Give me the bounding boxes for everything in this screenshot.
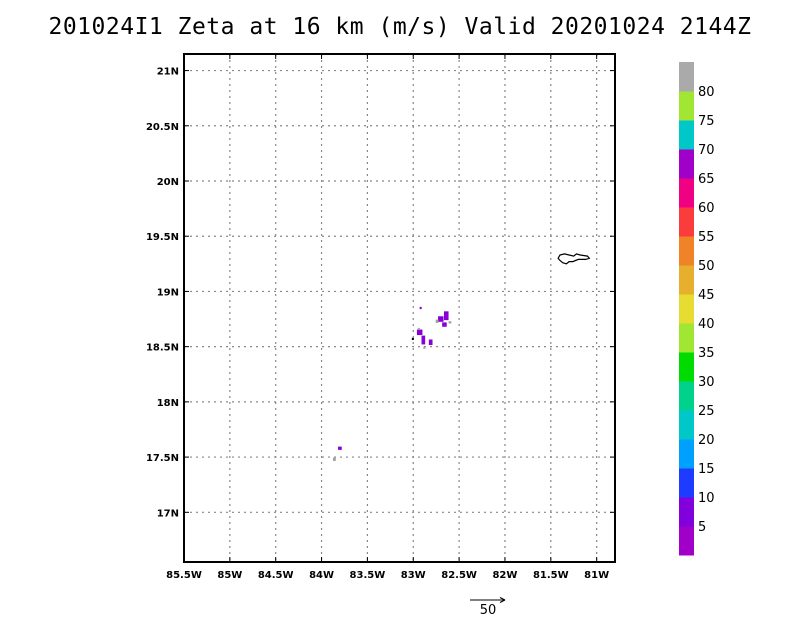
colorbar-segment — [679, 497, 694, 527]
lat-tick-label: 20N — [157, 177, 179, 188]
wind-patch — [419, 306, 422, 310]
lat-tick-label: 19.5N — [146, 232, 179, 243]
lat-tick-label: 19N — [157, 287, 179, 298]
colorbar: 5 10 15 20 25 30 35 40 45 50 55 60 65 70 75 80 — [679, 62, 715, 556]
colorbar-label: 50 — [698, 259, 715, 274]
wind-field — [333, 306, 452, 461]
lon-tick-label: 85W — [217, 570, 242, 581]
lon-tick-label: 84W — [309, 570, 334, 581]
colorbar-label: 5 — [698, 520, 706, 535]
colorbar-segment — [679, 265, 694, 295]
wind-patch — [416, 329, 423, 336]
map-frame — [183, 53, 616, 563]
colorbar-segment — [679, 149, 694, 179]
wind-patch — [338, 446, 342, 450]
lat-tick-label: 20.5N — [146, 122, 179, 133]
wind-patch — [423, 346, 426, 349]
colorbar-label: 75 — [698, 114, 715, 129]
wind-patch — [443, 311, 449, 321]
colorbar-label: 30 — [698, 375, 715, 390]
vector-key: 50 — [470, 597, 506, 618]
colorbar-label: 20 — [698, 433, 715, 448]
lat-axis: 17N 17.5N 18N 18.5N 19N 19.5N 20N 20.5N 21N — [146, 67, 615, 519]
lon-tick-label: 82.5W — [441, 570, 477, 581]
colorbar-label: 70 — [698, 143, 715, 158]
wind-patch — [417, 327, 420, 331]
colorbar-label: 35 — [698, 346, 715, 361]
colorbar-segment — [679, 439, 694, 469]
colorbar-segment — [679, 120, 694, 150]
lon-tick-label: 83.5W — [350, 570, 386, 581]
island-outline — [557, 253, 591, 265]
lat-tick-label: 18N — [157, 398, 179, 409]
colorbar-label: 10 — [698, 491, 715, 506]
lon-tick-label: 83W — [401, 570, 426, 581]
colorbar-label: 25 — [698, 404, 715, 419]
colorbar-segment — [679, 236, 694, 266]
colorbar-segment — [679, 178, 694, 208]
colorbar-segment — [679, 381, 694, 411]
colorbar-segment — [679, 526, 694, 556]
colorbar-label: 45 — [698, 288, 715, 303]
colorbar-segment — [679, 323, 694, 353]
wind-patch — [411, 337, 414, 341]
wind-patch — [438, 316, 444, 322]
vector-key-arrowhead — [499, 597, 506, 603]
lon-tick-label: 84.5W — [258, 570, 294, 581]
wind-patch — [333, 457, 336, 461]
colorbar-segment — [679, 207, 694, 237]
vector-key-label: 50 — [480, 603, 497, 618]
colorbar-label: 80 — [698, 85, 715, 100]
wind-patch — [435, 319, 439, 323]
lon-tick-label: 85.5W — [166, 570, 202, 581]
chart-title: 201024I1 Zeta at 16 km (m/s) Valid 20201… — [48, 14, 752, 40]
lat-tick-label: 18.5N — [146, 343, 179, 354]
wind-patch — [428, 339, 433, 345]
lon-axis: 85.5W 85W 84.5W 84W 83.5W 83W 82.5W 82W 81.5W 81W — [166, 54, 609, 581]
colorbar-segment — [679, 410, 694, 440]
wind-patch — [421, 335, 426, 345]
colorbar-label: 55 — [698, 230, 715, 245]
colorbar-segment — [679, 294, 694, 324]
colorbar-label: 65 — [698, 172, 715, 187]
lat-tick-label: 17N — [157, 508, 179, 519]
lat-tick-label: 17.5N — [146, 453, 179, 464]
colorbar-segment — [679, 91, 694, 121]
wind-patch — [442, 322, 447, 327]
lon-tick-label: 81W — [584, 570, 609, 581]
colorbar-label: 15 — [698, 462, 715, 477]
colorbar-segment — [679, 352, 694, 382]
colorbar-label: 60 — [698, 201, 715, 216]
lat-tick-label: 21N — [157, 67, 179, 78]
wind-patch — [448, 321, 452, 324]
colorbar-label: 40 — [698, 317, 715, 332]
lon-tick-label: 81.5W — [533, 570, 569, 581]
lon-tick-label: 82W — [492, 570, 517, 581]
colorbar-segment — [679, 62, 694, 92]
colorbar-segment — [679, 468, 694, 498]
grid-lines — [184, 54, 615, 562]
